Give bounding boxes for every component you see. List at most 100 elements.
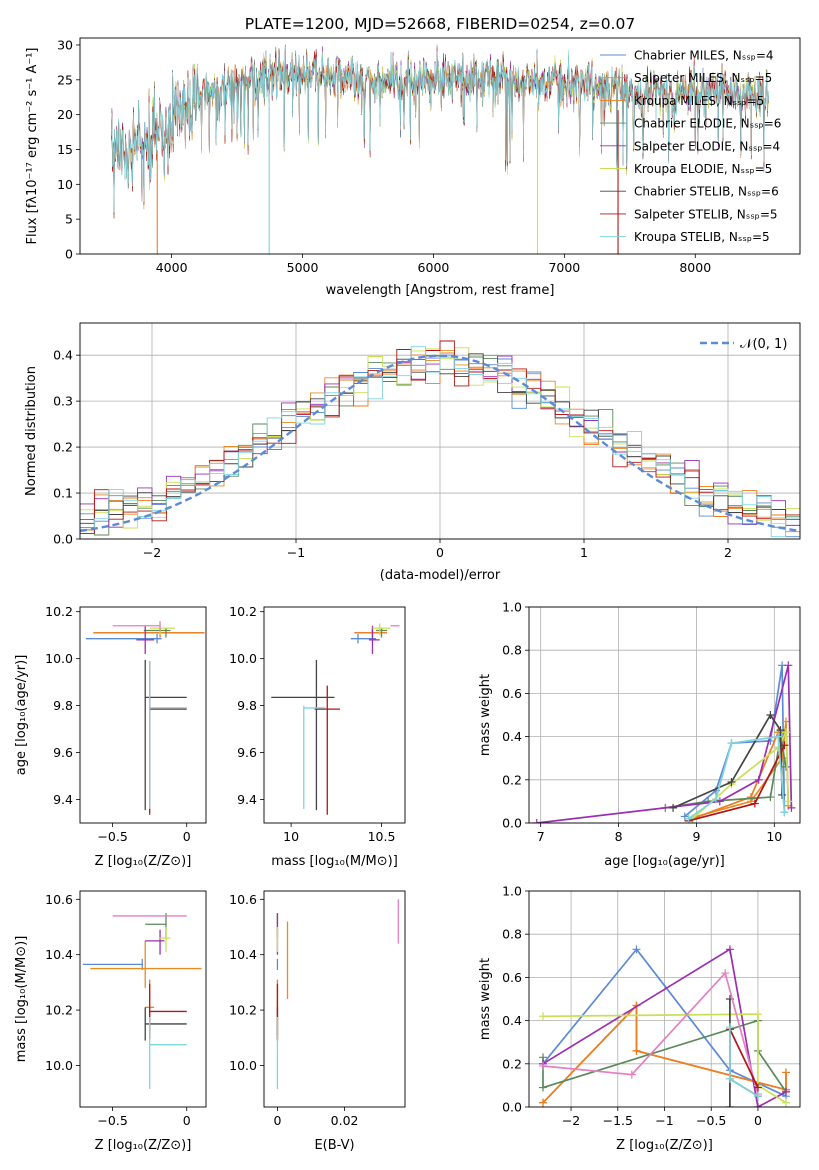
x-tick-label: 7000: [548, 260, 580, 275]
weight-line: [542, 1013, 787, 1104]
y-tick-label: 10.0: [229, 651, 257, 666]
errorbar-point-5: [158, 927, 171, 952]
y-tick-label: 9.8: [237, 698, 257, 713]
x-tick-label: −2: [562, 1113, 580, 1128]
weight-marker: [781, 728, 790, 737]
plot-area: [82, 913, 202, 1089]
y-tick-label: 10.2: [229, 1003, 257, 1018]
legend-entry: Chabrier STELIB, Nₛₛₚ=6: [634, 185, 779, 199]
x-axis-label: mass [log₁₀(M/M⊙)]: [271, 854, 398, 869]
plot-area: [85, 621, 205, 815]
x-tick-label: 6000: [418, 260, 450, 275]
x-tick-label: 0: [273, 1113, 281, 1128]
y-tick-label: 10.4: [45, 947, 73, 962]
y-tick-label: 0.0: [502, 1100, 522, 1115]
y-tick-label: 0.2: [502, 772, 522, 787]
weight-marker: [784, 661, 793, 670]
y-tick-label: 0.4: [53, 348, 73, 363]
y-tick-label: 1.0: [502, 600, 522, 615]
errorbar-point-8: [303, 705, 326, 809]
weight-marker: [725, 1103, 734, 1107]
weight-series-9: [725, 1023, 762, 1101]
errorbar-point-6: [271, 659, 335, 811]
legend-entry: Kroupa ELODIE, Nₛₛₚ=5: [634, 162, 772, 176]
y-tick-label: 9.6: [53, 745, 73, 760]
axes-frame: [79, 322, 801, 540]
weight-marker: [539, 1083, 548, 1092]
y-axis-label: Normed distribution: [24, 366, 39, 496]
x-axis-label: E(B-V): [314, 1138, 354, 1153]
legend-entry: Chabrier ELODIE, Nₛₛₚ=6: [634, 117, 781, 131]
errorbar-point-3: [376, 628, 387, 638]
weight-marker: [753, 1092, 762, 1101]
weight-marker: [781, 717, 790, 726]
x-tick-label: −1.5: [603, 1113, 633, 1128]
y-tick-label: 10.4: [229, 947, 257, 962]
y-tick-label: 10.0: [229, 1058, 257, 1073]
axes-frame: [79, 890, 207, 1108]
y-axis-label: age [log₁₀(age/yr)]: [14, 655, 29, 776]
axes-frame: [528, 606, 801, 824]
x-tick-label: 0.02: [331, 1113, 359, 1128]
weight-line: [729, 1028, 759, 1088]
y-tick-label: 15: [57, 142, 73, 157]
spectrum-line-8: [111, 46, 769, 213]
legend-entry: Salpeter STELIB, Nₛₛₚ=5: [634, 207, 778, 221]
weight-marker: [725, 1023, 734, 1032]
legend: Chabrier MILES, Nₛₛₚ=4 Salpeter MILES, Nₛ…: [600, 49, 781, 244]
legend: 𝒩(0, 1): [700, 337, 787, 352]
y-tick-label: 10.2: [229, 604, 257, 619]
legend-entry: 𝒩(0, 1): [740, 337, 787, 352]
weight-marker: [781, 1087, 790, 1096]
y-tick-label: 0.8: [502, 927, 522, 942]
x-axis-label: (data-model)/error: [380, 568, 501, 583]
errorbar-point-9: [112, 621, 161, 631]
errorbar-point-7: [314, 685, 340, 815]
weight-marker: [780, 808, 789, 817]
errorbar-point-4: [136, 625, 155, 654]
x-tick-label: 4000: [156, 260, 188, 275]
y-tick-label: 0.8: [502, 643, 522, 658]
x-tick-label: 9: [692, 829, 700, 844]
y-tick-label: 30: [57, 37, 73, 52]
age-vs-mass-panel: 10 10.5 9.4 9.6 9.8 10.0 10.2 mass [log₁₀(M/M⊙)…: [229, 604, 406, 869]
errorbar-point-3: [143, 628, 171, 638]
axes-frame: [79, 37, 801, 255]
x-tick-label: −2: [143, 545, 161, 560]
weight-marker: [539, 1098, 548, 1107]
x-tick-label: −1: [655, 1113, 673, 1128]
y-tick-label: 0.2: [502, 1056, 522, 1071]
x-tick-label: 2: [724, 545, 732, 560]
plot-area: [111, 44, 769, 254]
weight-marker: [669, 803, 678, 812]
y-tick-label: 20: [57, 107, 73, 122]
weight-marker: [753, 1010, 762, 1019]
y-tick-label: 10.2: [45, 1003, 73, 1018]
errorbar-point-8: [149, 1017, 187, 1089]
y-tick-label: 10.2: [45, 604, 73, 619]
weight-marker: [781, 762, 790, 771]
x-tick-label: 10: [283, 829, 299, 844]
x-axis-label: age [log₁₀(age/yr)]: [604, 854, 725, 869]
weight-marker: [727, 739, 736, 748]
plot-area: [532, 661, 796, 823]
y-axis-label: mass weight: [478, 674, 493, 756]
x-axis-label: Z [log₁₀(Z/Z⊙)]: [95, 854, 192, 869]
errorbar-point-6: [144, 1007, 187, 1041]
weight-vs-z-panel: −2 −1.5 −1 −0.5 0 0.0 0.2 0.4 0.6 0.8 1.0 Z [log₁₀(…: [478, 884, 801, 1153]
mass-vs-z-panel: −0.5 0 10.0 10.2 10.4 10.6 Z [log₁₀(Z/Z⊙)] mass…: [14, 890, 207, 1153]
x-tick-label: 7: [537, 829, 545, 844]
x-tick-label: −0.5: [696, 1113, 726, 1128]
y-tick-label: 0.6: [502, 686, 522, 701]
normal-reference-curve: [80, 354, 800, 533]
weight-marker: [774, 732, 783, 741]
x-tick-label: −0.5: [97, 829, 127, 844]
y-tick-label: 0.3: [53, 394, 73, 409]
x-axis-label: Z [log₁₀(Z/Z⊙)]: [95, 1138, 192, 1153]
histogram-series-7: [80, 340, 800, 534]
weight-marker: [753, 1103, 762, 1107]
weight-marker: [746, 793, 755, 802]
y-tick-label: 9.4: [237, 792, 257, 807]
weight-marker: [750, 799, 759, 808]
residuals-panel: −2 −1 0 1 2 0.0 0.1 0.2 0.3 0.4 (data-model)/error…: [24, 322, 801, 583]
